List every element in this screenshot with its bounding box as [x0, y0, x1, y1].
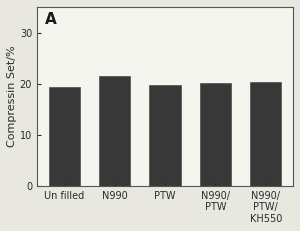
Text: A: A [45, 12, 56, 27]
Bar [99, 76, 130, 186]
Bar [49, 87, 80, 186]
Bar [149, 85, 181, 186]
Bar [250, 82, 281, 186]
Bar [200, 83, 231, 186]
Y-axis label: Compressin Set/%: Compressin Set/% [7, 46, 17, 147]
